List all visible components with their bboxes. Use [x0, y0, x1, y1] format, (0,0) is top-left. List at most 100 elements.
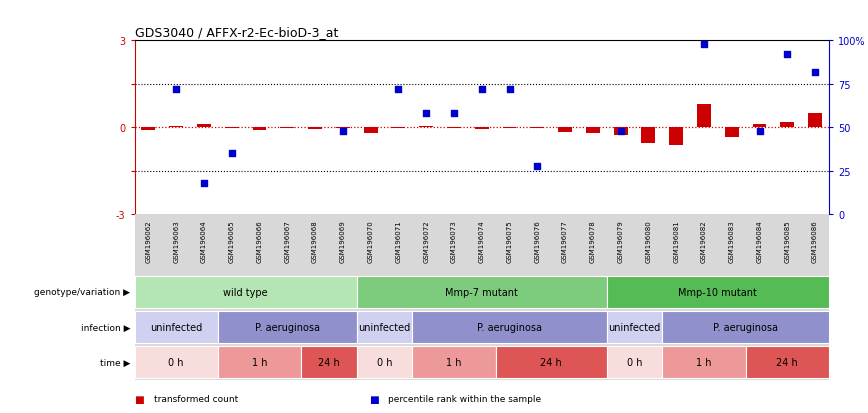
Bar — [357, 346, 412, 379]
Point — [697, 41, 711, 48]
Bar — [447, 128, 461, 129]
Bar — [391, 128, 405, 129]
Point — [475, 87, 489, 93]
Text: GSM196076: GSM196076 — [535, 220, 540, 262]
Point — [530, 163, 544, 169]
Text: GSM196075: GSM196075 — [507, 220, 512, 262]
Text: 0 h: 0 h — [627, 357, 642, 368]
Text: GSM196067: GSM196067 — [285, 220, 290, 262]
Bar — [253, 128, 266, 131]
Bar — [475, 128, 489, 130]
Text: 0 h: 0 h — [168, 357, 184, 368]
Text: GSM196066: GSM196066 — [257, 220, 262, 262]
Text: GSM196068: GSM196068 — [312, 220, 318, 262]
Text: ■: ■ — [135, 394, 144, 404]
Bar — [419, 127, 433, 128]
Bar — [558, 128, 572, 132]
Point — [336, 128, 350, 135]
Bar — [141, 128, 155, 131]
Text: GSM196064: GSM196064 — [201, 220, 207, 262]
Bar — [746, 346, 829, 379]
Bar — [364, 128, 378, 134]
Point — [753, 128, 766, 135]
Bar — [503, 128, 516, 129]
Point — [169, 87, 183, 93]
Point — [419, 111, 433, 117]
Bar — [607, 346, 662, 379]
Text: P. aeruginosa: P. aeruginosa — [713, 322, 778, 332]
Point — [808, 69, 822, 76]
Point — [280, 260, 294, 267]
Bar — [225, 128, 239, 129]
Text: GSM196079: GSM196079 — [618, 220, 623, 262]
Bar — [218, 311, 357, 344]
Text: GSM196081: GSM196081 — [674, 220, 679, 262]
Text: genotype/variation ▶: genotype/variation ▶ — [34, 288, 130, 297]
Text: GSM196071: GSM196071 — [396, 220, 401, 262]
Text: GSM196083: GSM196083 — [729, 220, 734, 262]
Text: GSM196070: GSM196070 — [368, 220, 373, 262]
Point — [641, 215, 655, 221]
Text: GSM196074: GSM196074 — [479, 220, 484, 262]
Point — [725, 215, 739, 221]
Bar — [607, 276, 829, 309]
Text: GSM196077: GSM196077 — [562, 220, 568, 262]
Point — [780, 52, 794, 59]
Bar — [357, 311, 412, 344]
Text: GDS3040 / AFFX-r2-Ec-bioD-3_at: GDS3040 / AFFX-r2-Ec-bioD-3_at — [135, 26, 338, 39]
Point — [253, 278, 266, 284]
Text: ■: ■ — [369, 394, 378, 404]
Text: wild type: wild type — [223, 287, 268, 297]
Point — [503, 87, 516, 93]
Point — [308, 278, 322, 284]
Bar — [697, 105, 711, 128]
Bar — [412, 311, 607, 344]
Text: P. aeruginosa: P. aeruginosa — [477, 322, 542, 332]
Text: GSM196084: GSM196084 — [757, 220, 762, 262]
Bar — [135, 311, 218, 344]
Point — [614, 128, 628, 135]
Text: GSM196072: GSM196072 — [424, 220, 429, 262]
Point — [447, 111, 461, 117]
Text: Mmp-7 mutant: Mmp-7 mutant — [445, 287, 518, 297]
Text: 24 h: 24 h — [318, 357, 340, 368]
Text: GSM196063: GSM196063 — [174, 220, 179, 262]
Point — [364, 232, 378, 239]
Text: 0 h: 0 h — [377, 357, 392, 368]
Bar — [530, 128, 544, 129]
Text: transformed count: transformed count — [154, 394, 238, 403]
Text: percentile rank within the sample: percentile rank within the sample — [388, 394, 541, 403]
Bar — [669, 128, 683, 145]
Text: Mmp-10 mutant: Mmp-10 mutant — [679, 287, 757, 297]
Bar — [280, 128, 294, 129]
Bar — [614, 128, 628, 135]
Bar — [412, 346, 496, 379]
Point — [141, 215, 155, 221]
Text: GSM196085: GSM196085 — [785, 220, 790, 262]
Text: uninfected: uninfected — [150, 322, 202, 332]
Bar — [662, 311, 829, 344]
Text: 1 h: 1 h — [696, 357, 712, 368]
Bar — [496, 346, 607, 379]
Bar — [301, 346, 357, 379]
Bar — [662, 346, 746, 379]
Text: 1 h: 1 h — [446, 357, 462, 368]
Bar — [169, 126, 183, 128]
Bar — [135, 276, 357, 309]
Text: GSM196078: GSM196078 — [590, 220, 595, 262]
Text: GSM196062: GSM196062 — [146, 220, 151, 262]
Text: 24 h: 24 h — [540, 357, 562, 368]
Bar — [308, 128, 322, 130]
Bar — [218, 346, 301, 379]
Point — [225, 151, 239, 157]
Text: GSM196086: GSM196086 — [812, 220, 818, 262]
Bar — [135, 346, 218, 379]
Text: GSM196082: GSM196082 — [701, 220, 707, 262]
Bar — [197, 125, 211, 128]
Bar — [725, 128, 739, 138]
Point — [197, 180, 211, 187]
Bar — [753, 125, 766, 128]
Text: uninfected: uninfected — [358, 322, 411, 332]
Text: GSM196073: GSM196073 — [451, 220, 457, 262]
Text: P. aeruginosa: P. aeruginosa — [255, 322, 319, 332]
